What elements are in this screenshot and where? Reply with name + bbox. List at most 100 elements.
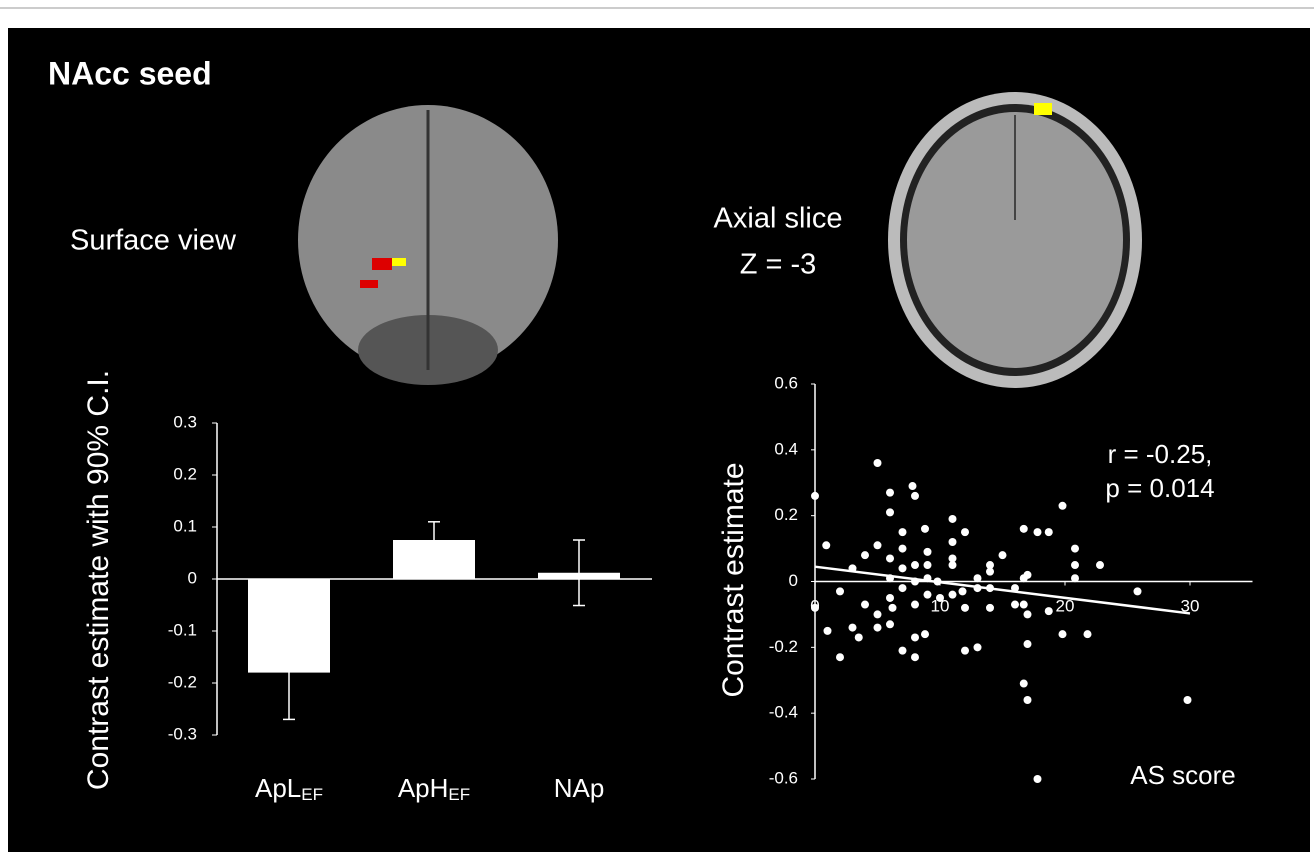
scatter-point [1184, 696, 1192, 704]
scatter-point [886, 489, 894, 497]
scatter-point [1020, 680, 1028, 688]
y-tick-label: -0.2 [168, 672, 197, 691]
scatter-point [911, 653, 919, 661]
scatter-point [986, 604, 994, 612]
scatter-point [961, 528, 969, 536]
y-tick-label: -0.2 [769, 637, 798, 656]
scatter-point [874, 610, 882, 618]
surface-label: Surface view [70, 225, 237, 257]
scatter-point [911, 601, 919, 609]
scatter-point [1071, 574, 1079, 582]
scatter-point [1020, 574, 1028, 582]
scatter-point [855, 633, 863, 641]
x-tick-label: NAp [554, 773, 605, 803]
scatter-point [921, 525, 929, 533]
scatter-point [886, 508, 894, 516]
y-tick-label: 0.3 [173, 412, 197, 431]
scatter-point [911, 578, 919, 586]
scatter-point [874, 624, 882, 632]
y-tick-label: 0 [789, 571, 798, 590]
scatter-point [1096, 561, 1104, 569]
scatter-point [1059, 630, 1067, 638]
y-tick-label: 0.4 [774, 439, 798, 458]
scatter-point [822, 541, 830, 549]
figure: NAcc seed Surface view Axial slice Z = -… [0, 0, 1314, 852]
scatter-point [949, 538, 957, 546]
scatter-point [959, 587, 967, 595]
cluster-yellow [392, 258, 406, 266]
axial-label: Axial slice [714, 203, 843, 235]
scatter-point [836, 587, 844, 595]
scatter-point [1034, 775, 1042, 783]
scatter-point [974, 574, 982, 582]
category-name: NAp [554, 773, 605, 803]
scatter-point [861, 601, 869, 609]
panel-title: NAcc seed [48, 55, 212, 91]
scatter-point [886, 620, 894, 628]
cluster-red [360, 280, 378, 288]
scatter-point [974, 643, 982, 651]
page: {"panel_title": "NAcc seed", "surface_la… [0, 0, 1314, 852]
scatter-point [911, 561, 919, 569]
scatter-point [849, 624, 857, 632]
scatter-point [899, 647, 907, 655]
scatter-point [949, 561, 957, 569]
scatter-point [1024, 640, 1032, 648]
scatter-point [899, 545, 907, 553]
y-tick-label: 0.1 [173, 516, 197, 535]
scatter-point [811, 604, 819, 612]
scatter-point [1020, 601, 1028, 609]
scatter-point [911, 633, 919, 641]
scatter-point [1071, 545, 1079, 553]
scatter-point [936, 594, 944, 602]
cluster-red [372, 258, 392, 270]
scatter-point [874, 541, 882, 549]
axial-brain [888, 92, 1142, 388]
scatter-point [899, 584, 907, 592]
scatter-point [886, 594, 894, 602]
scatter-point [1059, 502, 1067, 510]
category-name: ApH [398, 773, 449, 803]
y-tick-label: -0.3 [168, 724, 197, 743]
scatter-point [886, 554, 894, 562]
bar [248, 579, 330, 673]
scatter-point [1024, 696, 1032, 704]
scatter-point [961, 647, 969, 655]
scatter-point [924, 591, 932, 599]
category-name: ApL [255, 773, 301, 803]
y-tick-label: 0.2 [774, 505, 798, 524]
scatter-point [1084, 630, 1092, 638]
category-subscript: EF [448, 785, 470, 804]
scatter-point [949, 591, 957, 599]
scatter-point [861, 551, 869, 559]
scatter-point [909, 482, 917, 490]
bar [393, 540, 475, 579]
scatter-point [899, 564, 907, 572]
y-tick-label: 0 [188, 568, 197, 587]
scatter-point [999, 551, 1007, 559]
scatter-point [921, 630, 929, 638]
scatter-point [1134, 587, 1142, 595]
scatter-point [986, 584, 994, 592]
scatter-point [1045, 607, 1053, 615]
scatter-point [899, 528, 907, 536]
category-subscript: EF [301, 785, 323, 804]
scatter-point [1071, 561, 1079, 569]
scatter-point [949, 515, 957, 523]
scatter-point [924, 574, 932, 582]
scatter-point [1011, 584, 1019, 592]
annotation: r = -0.25, [1108, 439, 1213, 469]
bar [538, 573, 620, 579]
scatter-point [934, 578, 942, 586]
scatter-point [1020, 525, 1028, 533]
scatter-point [1024, 610, 1032, 618]
x-axis-label: AS score [1130, 760, 1236, 790]
scatter-point [911, 492, 919, 500]
scatter-point [924, 548, 932, 556]
y-tick-label: -0.1 [168, 620, 197, 639]
scatter-point [889, 604, 897, 612]
y-tick-label: 0.2 [173, 464, 197, 483]
scatter-point [824, 627, 832, 635]
scatter-point [836, 653, 844, 661]
annotation: p = 0.014 [1105, 473, 1214, 503]
